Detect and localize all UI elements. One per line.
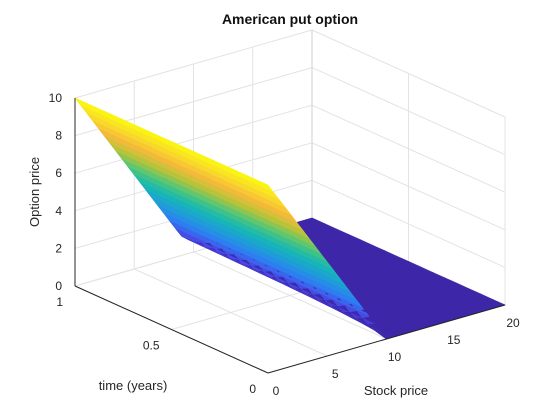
z-tick-label: 6: [55, 166, 62, 180]
x-tick-label: 5: [332, 367, 339, 381]
side-wall-grid-z: [311, 67, 506, 156]
side-wall-grid-z: [311, 29, 506, 118]
z-tick-label: 4: [55, 204, 62, 218]
side-wall-grid-z: [311, 142, 506, 231]
z-tick-label: 0: [55, 279, 62, 293]
z-tick-label: 10: [49, 91, 63, 105]
x-axis-line: [267, 304, 506, 374]
x-tick-label: 20: [506, 316, 520, 330]
back-wall-grid-z: [74, 29, 313, 99]
x-axis-label: Stock price: [364, 383, 428, 398]
y-axis-line: [74, 285, 269, 374]
axes: [74, 98, 506, 374]
y-tick-label: 1: [56, 295, 63, 309]
x-tick-label: 15: [447, 333, 461, 347]
chart-title: American put option: [222, 11, 358, 27]
y-tick-label: 0: [249, 382, 256, 396]
x-tick-label: 0: [273, 384, 280, 398]
z-tick-label: 8: [55, 129, 62, 143]
side-wall-grid-z: [311, 104, 506, 193]
y-axis-label: time (years): [99, 378, 168, 393]
y-tick-label: 0.5: [143, 339, 160, 353]
side-wall-grid-z: [311, 179, 506, 268]
z-axis-label: Option price: [27, 157, 42, 227]
x-tick-label: 10: [388, 350, 402, 364]
back-wall-grid-z: [74, 104, 313, 174]
z-tick-label: 2: [55, 241, 62, 255]
surface: [74, 97, 506, 340]
